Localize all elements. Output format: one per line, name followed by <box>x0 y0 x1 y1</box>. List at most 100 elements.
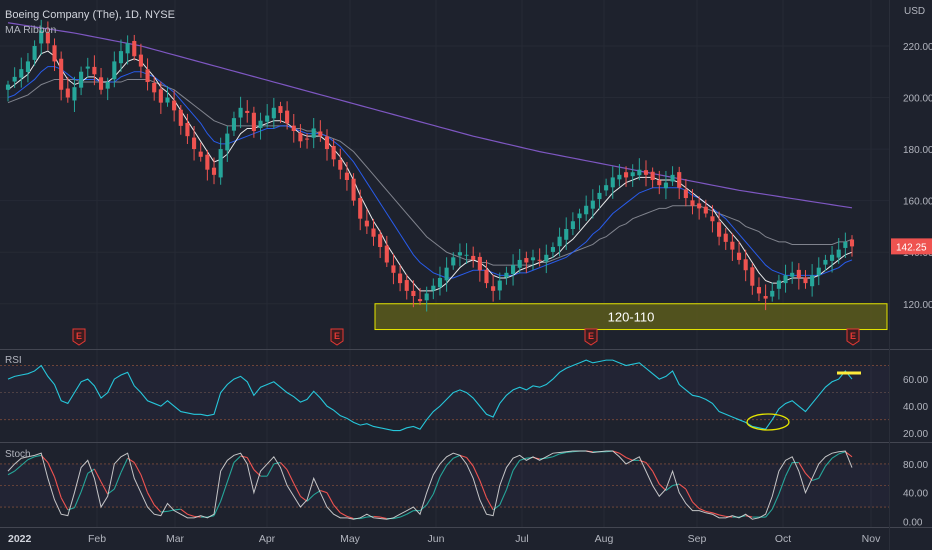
candlesticks <box>5 19 855 312</box>
stoch-d-segment <box>692 501 700 509</box>
stoch-d-segment <box>153 504 162 513</box>
earnings-marker[interactable]: E <box>584 328 598 346</box>
stoch-d-segment <box>47 462 56 478</box>
candle-body <box>517 259 522 268</box>
candle-body <box>324 136 330 150</box>
candle-body <box>205 154 210 170</box>
stoch-d-segment <box>672 483 680 487</box>
stoch-d-segment <box>326 492 335 506</box>
candle-body <box>271 107 276 119</box>
price-tick-label: 120.00 <box>903 300 932 311</box>
candle-body <box>384 245 389 263</box>
candle-body <box>371 228 376 237</box>
earnings-marker[interactable]: E <box>72 328 86 346</box>
indicator-label[interactable]: MA Ribbon <box>5 24 57 36</box>
currency-label: USD <box>904 6 925 17</box>
stoch-d-segment <box>639 459 647 464</box>
candle-body <box>810 275 815 287</box>
stoch-label[interactable]: Stoch <box>5 449 31 460</box>
stoch-d-segment <box>220 481 228 502</box>
candle-body <box>544 254 549 262</box>
stoch-d-segment <box>120 457 129 473</box>
candle-body <box>597 192 602 200</box>
stoch-d-segment <box>552 453 560 458</box>
candle-body <box>344 172 349 180</box>
stoch-d-segment <box>685 488 693 503</box>
ma-200-line <box>7 22 853 209</box>
candle-body <box>125 43 130 54</box>
candle-body <box>411 290 416 297</box>
candle-body <box>364 220 369 227</box>
rsi-tick-label: 60.00 <box>903 375 928 386</box>
stoch-d-segment <box>366 515 374 518</box>
earnings-badge <box>72 328 86 346</box>
stoch-d-segment <box>499 489 507 506</box>
candle-body <box>763 296 768 299</box>
candle-body <box>736 252 742 260</box>
stoch-d-segment <box>778 475 787 495</box>
time-tick-label: Feb <box>88 533 106 545</box>
candle-body <box>657 180 662 186</box>
stoch-d-segment <box>718 514 726 517</box>
earnings-marker[interactable]: E <box>330 328 344 346</box>
stoch-d-segment <box>7 470 15 476</box>
candle-body <box>843 241 848 248</box>
zone-label: 120-110 <box>608 310 655 325</box>
candle-body <box>830 254 835 261</box>
stoch-d-segment <box>266 463 275 477</box>
rsi-label[interactable]: RSI <box>5 355 22 366</box>
stoch-d-segment <box>306 494 315 502</box>
candle-body <box>710 216 715 222</box>
time-tick-label: Jul <box>515 533 528 545</box>
candle-body <box>65 88 70 98</box>
candle-body <box>245 110 250 113</box>
candle-body <box>464 254 469 256</box>
candle-body <box>291 125 296 132</box>
stoch-d-segment <box>665 485 673 491</box>
stoch-d-segment <box>519 457 527 461</box>
candle-body <box>637 169 642 176</box>
stoch-d-segment <box>479 480 488 498</box>
candle-body <box>849 239 855 247</box>
candle-body <box>391 265 396 273</box>
stoch-d-segment <box>466 457 474 467</box>
price-tick-label: 160.00 <box>903 197 932 208</box>
candle-body <box>623 172 629 178</box>
candle-body <box>32 45 37 60</box>
earnings-marker[interactable]: E <box>846 328 860 346</box>
stoch-d-segment <box>373 515 381 518</box>
candle-body <box>670 174 675 182</box>
stoch-d-segment <box>658 483 667 491</box>
stoch-d-segment <box>180 508 188 515</box>
candle-body <box>557 236 562 247</box>
candle-body <box>537 259 542 261</box>
candle-body <box>823 259 828 265</box>
stoch-d-segment <box>53 476 62 498</box>
candle-body <box>285 110 290 124</box>
stoch-d-segment <box>406 510 414 515</box>
rsi-series <box>7 359 853 432</box>
stoch-pane <box>0 450 889 520</box>
last-price-tag <box>891 238 932 255</box>
time-tick-label: Mar <box>166 533 185 545</box>
candle-body <box>19 69 24 78</box>
candle-body <box>484 269 489 284</box>
candle-body <box>231 118 237 131</box>
earnings-badge <box>584 328 598 346</box>
earnings-letter: E <box>334 331 340 341</box>
stoch-d-segment <box>174 508 181 511</box>
stoch-d-segment <box>14 464 22 472</box>
stoch-d-segment <box>698 507 707 512</box>
candle-body <box>584 205 589 215</box>
candle-body <box>504 272 509 278</box>
zone-rect[interactable] <box>374 303 888 331</box>
candle-body <box>265 115 270 122</box>
candle-body <box>5 84 11 90</box>
candle-body <box>158 89 163 103</box>
time-tick-label: Jun <box>428 533 445 545</box>
candle-body <box>45 32 50 44</box>
time-tick-label: May <box>340 533 361 545</box>
candle-body <box>444 267 449 281</box>
stoch-d-segment <box>705 510 713 514</box>
